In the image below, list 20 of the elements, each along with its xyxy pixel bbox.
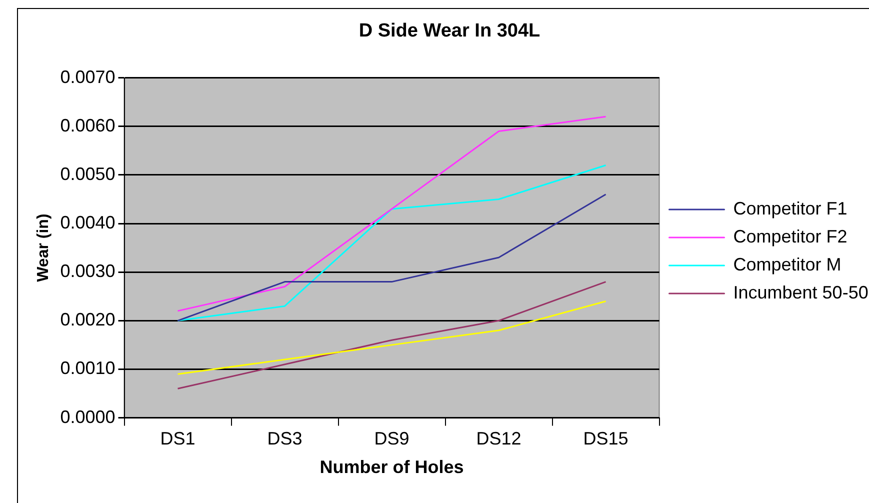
x-tick-label: DS12 <box>476 428 522 449</box>
y-tick-label: 0.0020 <box>60 310 116 330</box>
y-tick-label: 0.0010 <box>60 358 116 378</box>
chart-title: D Side Wear In 304L <box>358 20 541 42</box>
y-tick-label: 0.0040 <box>60 212 116 232</box>
legend-label: Incumbent 50-50 <box>733 282 868 302</box>
legend-label: Competitor M <box>733 254 842 274</box>
legend-label: Competitor F1 <box>733 198 848 218</box>
y-tick-label: 0.0000 <box>60 406 116 427</box>
x-tick-label: DS15 <box>583 428 628 449</box>
y-tick-label: 0.0070 <box>60 66 116 87</box>
y-tick-label: 0.0050 <box>60 164 116 184</box>
y-tick-label: 0.0030 <box>60 261 116 282</box>
x-tick-label: DS9 <box>374 428 410 449</box>
y-tick-label: 0.0060 <box>60 115 116 136</box>
x-tick-label: DS3 <box>267 428 302 449</box>
legend-label: Competitor F2 <box>733 226 848 246</box>
x-axis-title: Number of Holes <box>320 457 464 478</box>
y-axis-title: Wear (in) <box>35 214 52 282</box>
x-tick-label: DS1 <box>160 428 196 449</box>
